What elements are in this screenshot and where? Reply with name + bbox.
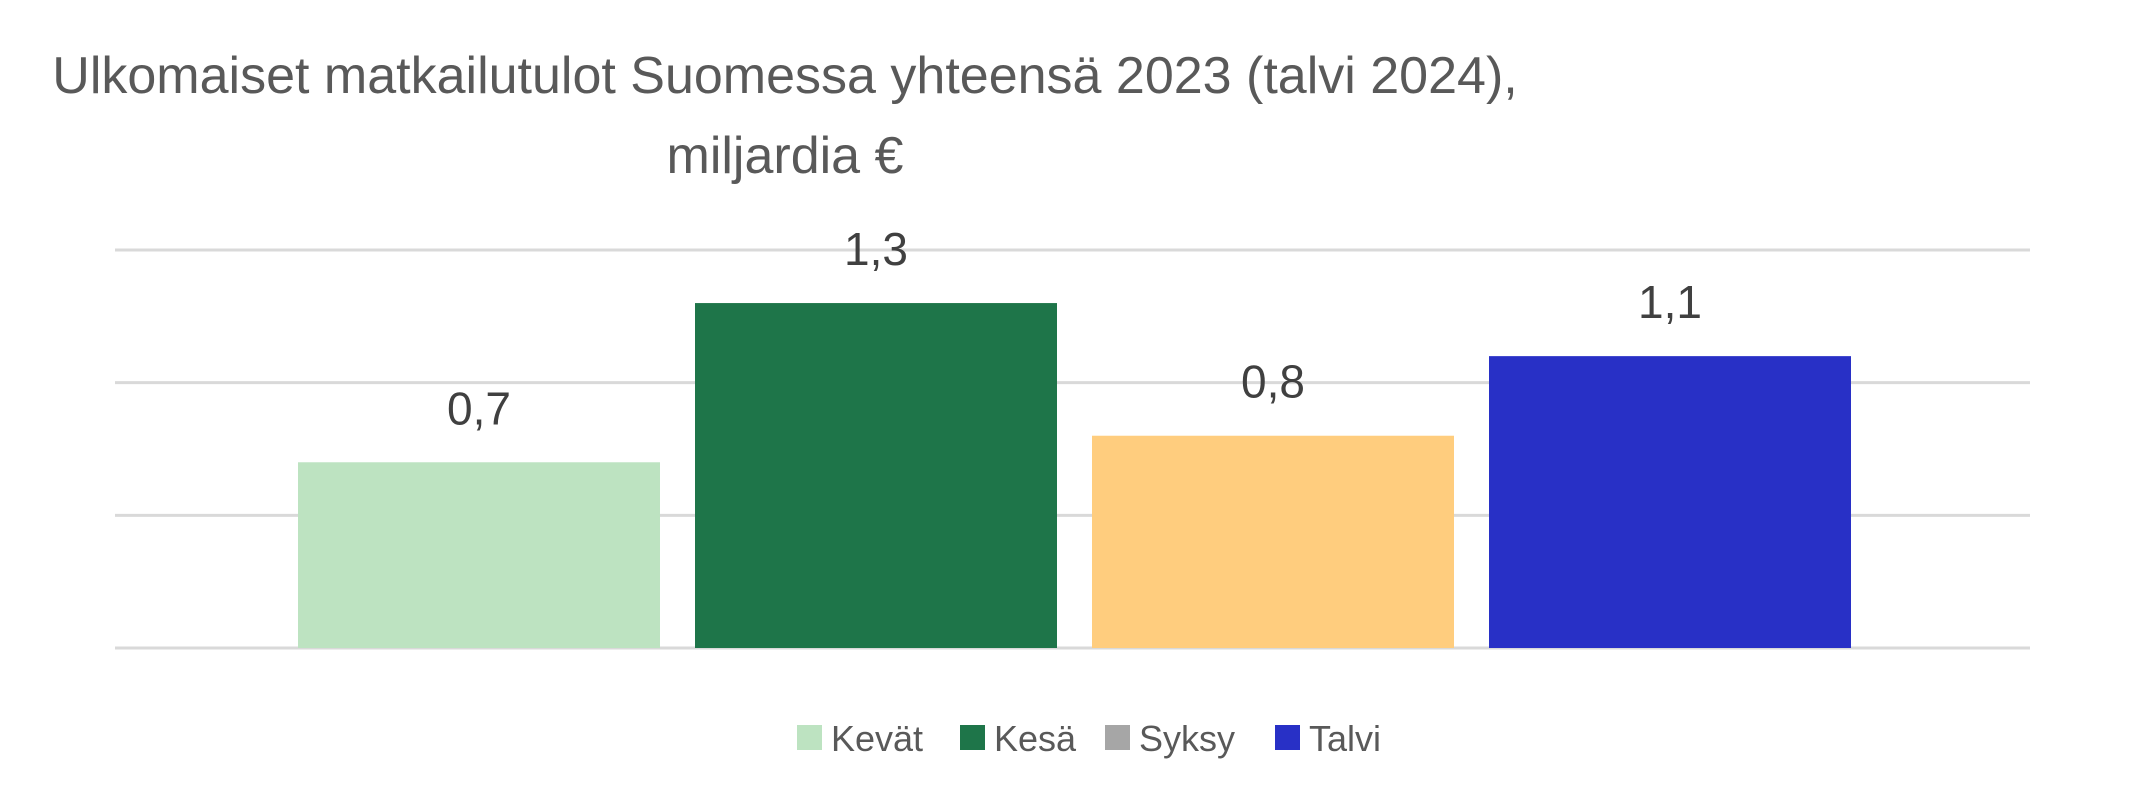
legend-item-kesä: Kesä: [960, 718, 1077, 759]
legend: Kevät Kesä Syksy Talvi: [797, 718, 1381, 759]
data-label-kevät: 0,7: [447, 382, 511, 434]
bar-talvi: [1489, 356, 1851, 648]
legend-label-kesä: Kesä: [994, 718, 1077, 759]
bars: [298, 303, 1851, 648]
chart-title: Ulkomaiset matkailutulot Suomessa yhteen…: [52, 47, 1517, 185]
legend-label-talvi: Talvi: [1309, 718, 1381, 759]
value-labels: 0,7 1,3 0,8 1,1: [447, 223, 1702, 434]
legend-item-kevät: Kevät: [797, 718, 923, 759]
bar-syksy: [1092, 435, 1454, 648]
legend-swatch-kesä: [960, 725, 985, 750]
legend-swatch-kevät: [797, 725, 822, 750]
bar-kesä: [695, 303, 1057, 648]
bar-kevät: [298, 462, 660, 648]
legend-swatch-syksy: [1105, 725, 1130, 750]
legend-label-syksy: Syksy: [1139, 718, 1235, 759]
legend-label-kevät: Kevät: [831, 718, 923, 759]
chart-title-line-1: Ulkomaiset matkailutulot Suomessa yhteen…: [52, 47, 1517, 105]
data-label-talvi: 1,1: [1638, 276, 1702, 328]
legend-swatch-talvi: [1275, 725, 1300, 750]
data-label-syksy: 0,8: [1241, 356, 1305, 408]
legend-item-talvi: Talvi: [1275, 718, 1381, 759]
chart-title-line-2: miljardia €: [667, 127, 904, 185]
data-label-kesä: 1,3: [844, 223, 908, 275]
legend-item-syksy: Syksy: [1105, 718, 1235, 759]
